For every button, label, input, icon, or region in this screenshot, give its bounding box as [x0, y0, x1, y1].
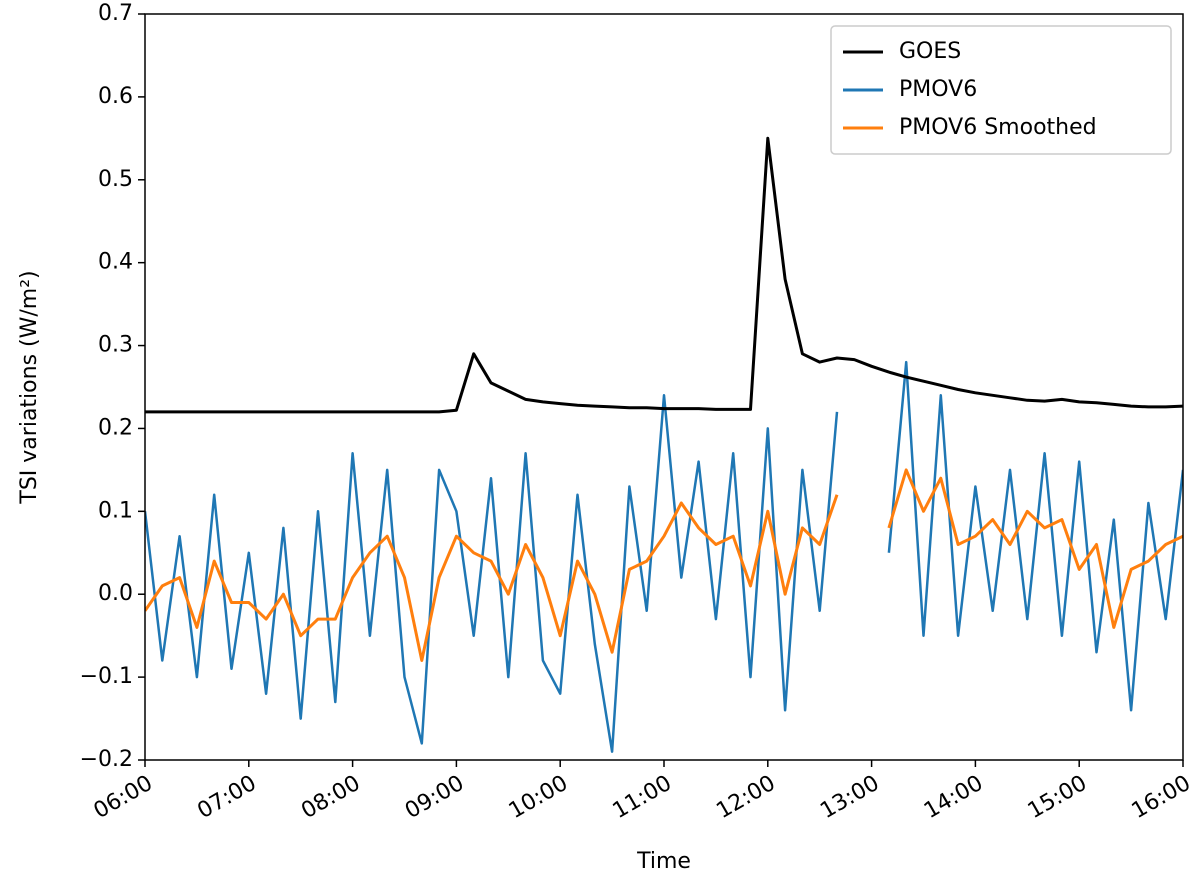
- x-tick-label: 11:00: [609, 771, 676, 824]
- x-tick-label: 07:00: [193, 771, 260, 824]
- x-tick-label: 13:00: [816, 771, 883, 824]
- y-axis-label: TSI variations (W/m²): [17, 270, 42, 504]
- legend-label: PMOV6: [899, 77, 977, 102]
- y-tick-label: −0.1: [80, 664, 133, 689]
- y-tick-label: 0.7: [98, 1, 133, 26]
- x-tick-label: 14:00: [920, 771, 987, 824]
- y-tick-label: 0.6: [98, 84, 133, 109]
- y-tick-label: 0.2: [98, 415, 133, 440]
- x-tick-label: 06:00: [90, 771, 157, 824]
- series-line: [145, 468, 1183, 662]
- x-tick-label: 09:00: [401, 771, 468, 824]
- x-axis-label: Time: [636, 849, 691, 874]
- legend-label: GOES: [899, 39, 961, 64]
- plot-frame: [144, 13, 1184, 761]
- legend-box: [830, 25, 1172, 155]
- y-tick-label: 0.0: [98, 581, 133, 606]
- y-tick-label: 0.4: [98, 250, 133, 275]
- series-line: [145, 136, 1183, 414]
- y-tick-label: 0.3: [98, 333, 133, 358]
- x-tick-label: 08:00: [297, 771, 364, 824]
- series-line: [145, 360, 1183, 753]
- y-tick-label: 0.1: [98, 498, 133, 523]
- x-tick-label: 10:00: [505, 771, 572, 824]
- y-tick-label: −0.2: [80, 747, 133, 772]
- y-tick-label: 0.5: [98, 167, 133, 192]
- legend-label: PMOV6 Smoothed: [899, 115, 1097, 140]
- x-tick-label: 12:00: [712, 771, 779, 824]
- x-tick-label: 15:00: [1024, 771, 1091, 824]
- plot-area: [145, 136, 1183, 753]
- x-tick-label: 16:00: [1128, 771, 1195, 824]
